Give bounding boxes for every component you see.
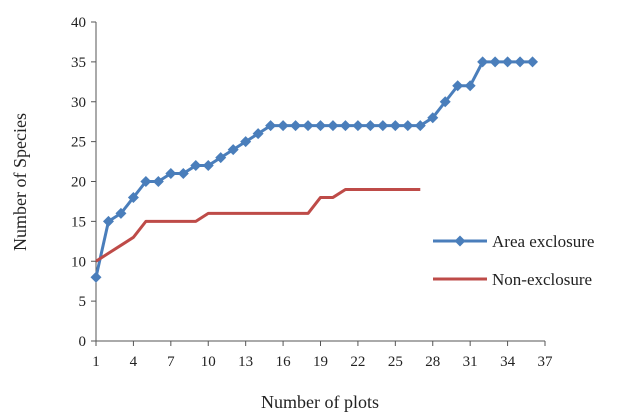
data-point xyxy=(165,168,177,180)
legend: Area exclosure Non-exclosure xyxy=(433,232,594,289)
data-point xyxy=(127,191,139,203)
series-line xyxy=(94,60,533,278)
data-point xyxy=(227,144,239,156)
y-tick-label: 10 xyxy=(71,254,86,270)
y-tick-label: 25 xyxy=(71,135,86,151)
data-point xyxy=(514,56,526,68)
series-2 xyxy=(95,187,421,263)
data-point xyxy=(315,120,326,132)
y-tick-label: 20 xyxy=(71,175,86,191)
x-tick-label: 34 xyxy=(500,354,516,370)
x-tick-label: 1 xyxy=(92,354,100,370)
x-tick-label: 10 xyxy=(201,354,216,370)
data-point xyxy=(327,120,339,132)
data-point xyxy=(140,176,152,187)
data-point xyxy=(177,168,189,180)
x-tick-label: 16 xyxy=(276,354,292,370)
data-point xyxy=(352,120,364,132)
data-point xyxy=(339,120,351,132)
legend-swatch-marker xyxy=(454,235,466,247)
data-point xyxy=(414,120,426,132)
data-point xyxy=(427,112,439,124)
series-line xyxy=(95,187,421,263)
y-tick-label: 0 xyxy=(79,334,87,350)
data-point xyxy=(252,128,264,140)
data-point xyxy=(190,160,202,172)
x-axis-title: Number of plots xyxy=(261,392,379,412)
data-point xyxy=(464,80,476,92)
data-point xyxy=(202,160,214,172)
series-layer xyxy=(90,56,539,283)
x-tick-label: 22 xyxy=(350,354,365,370)
y-tick-label: 5 xyxy=(79,294,87,310)
x-tick-label: 7 xyxy=(167,354,175,370)
x-tick-label: 25 xyxy=(388,354,403,370)
x-tick-label: 28 xyxy=(425,354,440,370)
data-point xyxy=(265,120,277,132)
y-tick-label: 35 xyxy=(71,55,86,71)
data-point xyxy=(527,56,539,68)
data-point xyxy=(439,96,451,108)
data-point xyxy=(152,176,164,187)
series-1 xyxy=(90,56,539,283)
x-tick-label: 4 xyxy=(130,354,138,370)
data-point xyxy=(290,120,302,132)
data-point xyxy=(277,120,289,132)
y-tick-label: 30 xyxy=(71,95,86,111)
axes: 0 5 10 15 20 25 30 35 40 1 4 7 10 13 16 19 22 25 28 31 34 37 xyxy=(71,15,553,370)
data-point xyxy=(452,80,464,92)
data-point xyxy=(402,120,414,132)
x-tick-label: 19 xyxy=(313,354,328,370)
data-point xyxy=(115,207,127,219)
data-point xyxy=(102,215,114,227)
x-tick-label: 37 xyxy=(538,354,554,370)
data-point xyxy=(377,120,389,132)
data-point xyxy=(364,120,376,132)
data-point xyxy=(477,56,489,68)
data-point xyxy=(389,120,401,132)
x-tick-label: 31 xyxy=(463,354,478,370)
data-point xyxy=(240,136,252,148)
data-point xyxy=(215,152,227,164)
legend-label: Non-exclosure xyxy=(492,270,592,289)
data-point xyxy=(502,56,514,68)
data-point xyxy=(302,120,314,132)
legend-label: Area exclosure xyxy=(492,232,594,251)
data-point xyxy=(489,56,501,68)
x-tick-label: 13 xyxy=(238,354,253,370)
y-axis-title: Number of Species xyxy=(10,113,30,251)
y-tick-label: 15 xyxy=(71,214,86,230)
data-point xyxy=(90,271,102,283)
y-tick-label: 40 xyxy=(71,15,86,31)
